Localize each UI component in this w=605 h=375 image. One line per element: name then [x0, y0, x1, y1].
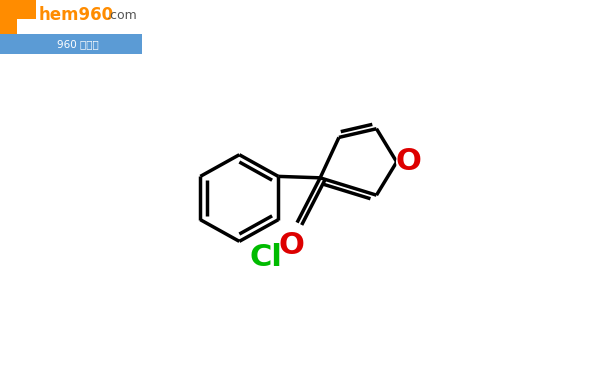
Circle shape	[280, 234, 303, 257]
Bar	[0, 34, 142, 54]
Circle shape	[249, 240, 284, 274]
Text: Cl: Cl	[250, 243, 283, 272]
Polygon shape	[0, 0, 36, 54]
Text: O: O	[395, 147, 421, 177]
Text: hem960: hem960	[38, 6, 114, 24]
Text: 960 化工网: 960 化工网	[57, 39, 99, 49]
Text: O: O	[278, 231, 304, 260]
Circle shape	[397, 150, 420, 174]
Text: .com: .com	[106, 9, 137, 22]
